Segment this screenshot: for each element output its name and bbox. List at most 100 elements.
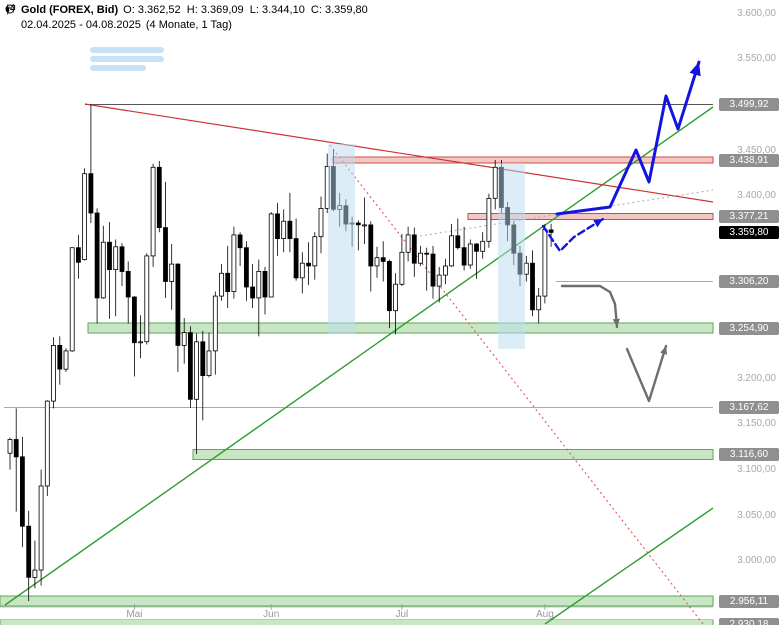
candle xyxy=(548,223,554,247)
candle xyxy=(94,208,100,324)
candle xyxy=(119,243,125,286)
candle xyxy=(312,232,318,280)
candle xyxy=(542,223,548,304)
bullish-projection-arrow xyxy=(555,60,701,216)
candle xyxy=(474,243,479,279)
candle xyxy=(430,245,436,299)
candle xyxy=(256,259,262,337)
candle xyxy=(131,296,137,377)
instrument-title: Gold (FOREX, Bid) xyxy=(21,4,119,16)
candle xyxy=(156,160,162,233)
watermark-bars xyxy=(90,47,164,74)
candle xyxy=(113,239,119,317)
arrowhead-up xyxy=(660,346,668,355)
june-pattern-highlight xyxy=(328,144,355,334)
resistance-zone xyxy=(467,213,714,220)
candle xyxy=(293,218,299,281)
candle xyxy=(63,348,69,372)
arrowhead-down xyxy=(612,318,620,327)
candle xyxy=(393,273,399,335)
candle xyxy=(275,202,280,256)
candle xyxy=(299,252,305,294)
candle xyxy=(243,241,249,301)
support-zone xyxy=(0,619,714,625)
candle xyxy=(13,408,19,512)
month-label: Jul xyxy=(395,609,408,620)
bearish-scenario-v-arrow xyxy=(625,344,668,403)
candle xyxy=(19,436,25,548)
candle xyxy=(51,337,56,409)
candle xyxy=(411,227,417,277)
candle xyxy=(362,197,367,244)
clock-icon xyxy=(5,4,16,31)
candle xyxy=(82,168,87,261)
candle xyxy=(386,259,392,329)
candle xyxy=(287,192,293,253)
candle xyxy=(530,250,535,317)
candle xyxy=(449,223,455,267)
candle xyxy=(212,291,218,375)
watermark-bar xyxy=(90,56,164,62)
candle xyxy=(492,160,498,210)
candle xyxy=(268,212,274,298)
candle xyxy=(467,239,473,269)
arrowhead-dashed-blue xyxy=(593,219,603,228)
candle xyxy=(144,253,150,345)
candle xyxy=(57,336,63,385)
support-zone xyxy=(0,595,714,607)
candle xyxy=(281,209,287,253)
candle xyxy=(486,193,492,248)
ascending-green-trendline xyxy=(4,106,714,606)
candle xyxy=(306,242,312,286)
candle xyxy=(368,221,374,292)
month-label: Mai xyxy=(126,609,142,620)
support-zone xyxy=(87,322,714,334)
candle xyxy=(355,220,361,251)
candle xyxy=(163,181,168,298)
candle xyxy=(32,540,38,589)
candle xyxy=(26,510,32,602)
candlesticks xyxy=(7,104,554,602)
candle xyxy=(442,258,448,285)
descending-red-trendline xyxy=(84,103,714,203)
candle xyxy=(181,318,187,364)
date-range: 02.04.2025 - 04.08.2025 xyxy=(21,19,141,31)
candle xyxy=(187,326,193,408)
candle xyxy=(107,222,112,319)
candle xyxy=(206,332,212,378)
candle xyxy=(125,261,131,324)
candle xyxy=(455,218,461,250)
watermark-bar xyxy=(90,65,146,71)
arrowhead-blue xyxy=(689,62,701,77)
candle xyxy=(399,234,405,286)
candle xyxy=(536,287,542,324)
support-zone xyxy=(192,448,714,460)
candle xyxy=(418,245,423,266)
candle xyxy=(150,163,156,267)
candle xyxy=(76,234,81,279)
candle xyxy=(405,226,411,262)
candle xyxy=(219,264,224,301)
candle xyxy=(250,264,256,308)
candle xyxy=(380,241,386,282)
candle xyxy=(237,232,243,266)
candle xyxy=(480,232,486,259)
candle xyxy=(69,247,75,352)
candle xyxy=(424,247,430,291)
time-axis: Mai Jun Jul Aug xyxy=(0,604,713,620)
candle xyxy=(100,225,106,299)
candle xyxy=(461,226,467,271)
candle xyxy=(262,266,268,315)
july-pattern-highlight xyxy=(498,163,525,349)
candle xyxy=(88,104,94,223)
candle xyxy=(38,469,44,586)
candle xyxy=(169,244,175,310)
pullback-dashed-arrow xyxy=(541,217,605,253)
watermark-bar xyxy=(90,47,164,53)
chart-header: Gold (FOREX, Bid) O: 3.362,52 H: 3.369,0… xyxy=(5,4,368,32)
resistance-zone xyxy=(332,156,714,164)
ohlc-values: O: 3.362,52 H: 3.369,09 L: 3.344,10 C: 3… xyxy=(123,4,368,16)
candle xyxy=(200,330,206,421)
